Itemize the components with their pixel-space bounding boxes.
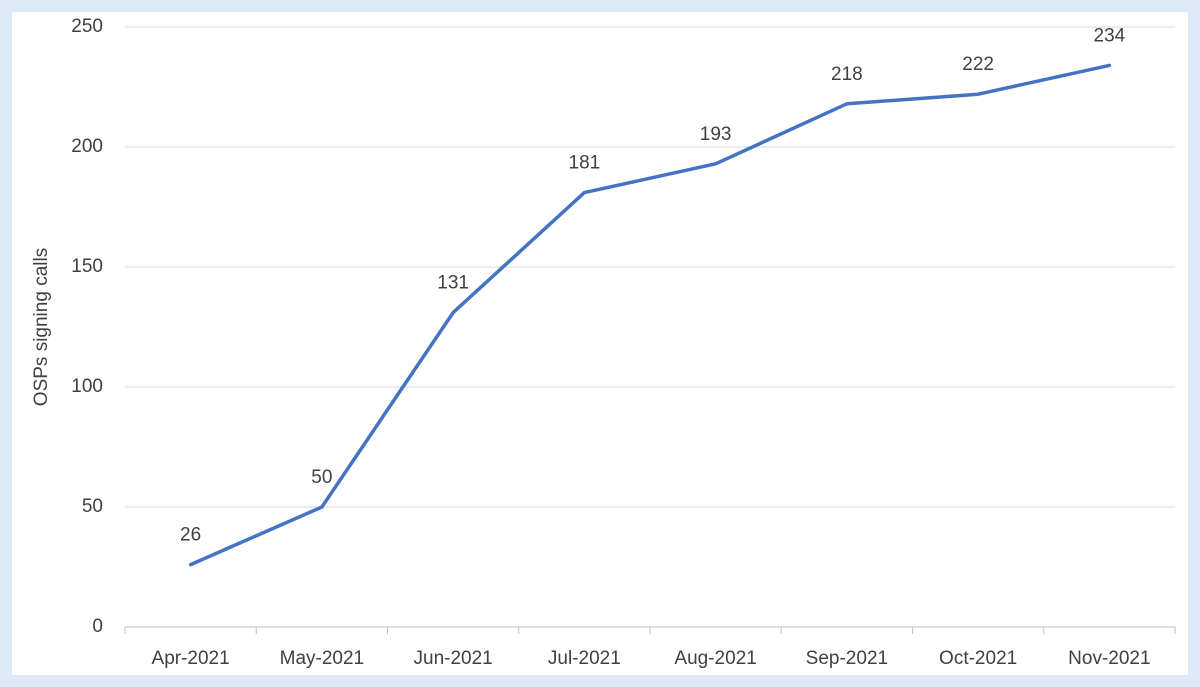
- data-label: 222: [962, 54, 994, 75]
- x-tick-label: Aug-2021: [674, 648, 756, 669]
- data-line: [188, 63, 1112, 567]
- data-label: 181: [569, 153, 601, 174]
- y-tick-label: 0: [92, 616, 103, 637]
- x-tick-label: Apr-2021: [152, 648, 230, 669]
- x-tick-label: Sep-2021: [806, 648, 888, 669]
- data-label: 50: [311, 467, 332, 488]
- y-axis-title: OSPs signing calls: [31, 248, 52, 406]
- y-tick-label: 250: [71, 16, 103, 37]
- data-label: 218: [831, 64, 863, 85]
- y-tick-label: 50: [82, 496, 103, 517]
- data-label: 131: [437, 273, 469, 294]
- y-tick-label: 100: [71, 376, 103, 397]
- data-label: 234: [1094, 25, 1126, 46]
- x-tick-label: Nov-2021: [1068, 648, 1150, 669]
- x-tick-label: Oct-2021: [939, 648, 1017, 669]
- x-tick-label: Jun-2021: [414, 648, 493, 669]
- x-tick-label: May-2021: [280, 648, 365, 669]
- x-tick-label: Jul-2021: [548, 648, 621, 669]
- y-tick-label: 200: [71, 136, 103, 157]
- y-tick-label: 150: [71, 256, 103, 277]
- chart-area: [12, 12, 1188, 675]
- data-label: 193: [700, 124, 732, 145]
- data-label: 26: [180, 525, 201, 546]
